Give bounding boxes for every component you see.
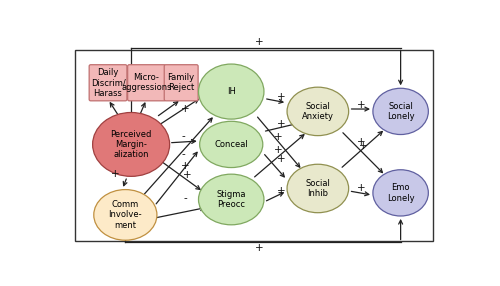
Text: -: - xyxy=(181,149,185,159)
Text: Stigma
Preocc: Stigma Preocc xyxy=(216,190,246,209)
Text: Emo
Lonely: Emo Lonely xyxy=(387,183,414,202)
Text: Conceal: Conceal xyxy=(214,140,248,149)
Ellipse shape xyxy=(94,190,157,240)
Text: +: + xyxy=(277,118,285,128)
FancyBboxPatch shape xyxy=(164,65,198,101)
Text: +: + xyxy=(182,170,192,180)
Text: +: + xyxy=(180,104,190,114)
Ellipse shape xyxy=(198,64,264,119)
Text: +: + xyxy=(359,140,368,150)
Text: +: + xyxy=(356,137,366,147)
Text: +: + xyxy=(277,186,285,196)
Bar xyxy=(74,50,432,241)
Text: Micro-
aggressions: Micro- aggressions xyxy=(122,73,172,92)
Text: Perceived
Margin-
alization: Perceived Margin- alization xyxy=(110,130,152,159)
Text: +: + xyxy=(274,145,283,155)
Text: Comm
Involve-
ment: Comm Involve- ment xyxy=(108,200,142,230)
Ellipse shape xyxy=(373,170,428,216)
Text: Social
Inhib: Social Inhib xyxy=(306,179,330,198)
Text: +: + xyxy=(356,100,366,110)
FancyBboxPatch shape xyxy=(128,65,166,101)
Text: +: + xyxy=(356,184,366,193)
Text: -: - xyxy=(183,193,187,203)
Text: +: + xyxy=(277,92,285,102)
Text: Social
Anxiety: Social Anxiety xyxy=(302,102,334,121)
Ellipse shape xyxy=(200,121,263,168)
Ellipse shape xyxy=(287,87,348,136)
Ellipse shape xyxy=(198,174,264,225)
Text: -: - xyxy=(181,131,185,141)
Text: +: + xyxy=(112,169,120,179)
Text: +: + xyxy=(254,37,264,47)
FancyBboxPatch shape xyxy=(89,65,127,101)
Text: +: + xyxy=(274,132,283,142)
Text: Daily
Discrim/
Harass: Daily Discrim/ Harass xyxy=(90,68,126,98)
Text: +: + xyxy=(180,162,190,171)
Ellipse shape xyxy=(287,164,348,213)
Text: +: + xyxy=(277,154,285,164)
Ellipse shape xyxy=(373,88,428,134)
Ellipse shape xyxy=(92,112,170,176)
Text: Social
Lonely: Social Lonely xyxy=(387,102,414,121)
Text: IH: IH xyxy=(227,87,235,96)
Text: Family
Reject: Family Reject xyxy=(168,73,194,92)
Text: +: + xyxy=(254,243,264,253)
